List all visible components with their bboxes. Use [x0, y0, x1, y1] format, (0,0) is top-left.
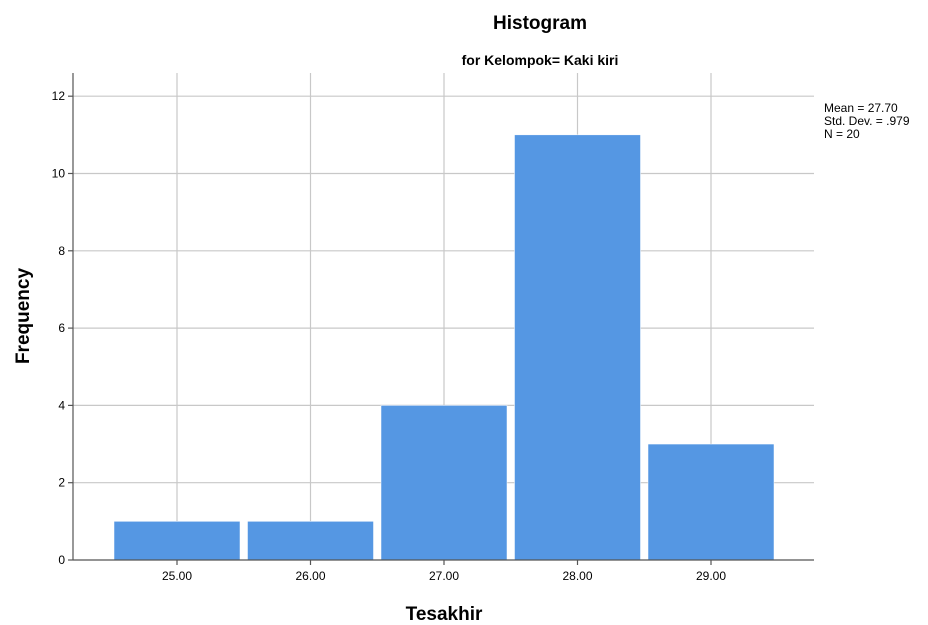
y-tick-label: 8: [58, 244, 65, 258]
y-tick-label: 0: [58, 553, 65, 567]
y-axis-title: Frequency: [13, 268, 34, 365]
bar-29.00: [647, 443, 775, 561]
x-tick-label: 27.00: [429, 569, 459, 583]
x-tick-label: 25.00: [162, 569, 192, 583]
y-tick-label: 10: [52, 166, 66, 180]
x-tick-label: 29.00: [696, 569, 726, 583]
y-tick-label: 2: [58, 476, 65, 490]
x-tick-label: 26.00: [295, 569, 325, 583]
bar-26.00: [247, 521, 374, 561]
x-tick-label: 28.00: [562, 569, 592, 583]
y-tick-label: 12: [52, 89, 66, 103]
stats-n: N = 20: [824, 127, 860, 141]
bar-27.00: [380, 405, 508, 561]
y-tick-labels: 0 2 4 6 8 10 12: [52, 89, 66, 567]
axes-group: [68, 73, 814, 565]
y-tick-label: 4: [58, 398, 65, 412]
bars-group: [113, 134, 775, 561]
chart-title: Histogram: [493, 13, 587, 34]
stats-mean: Mean = 27.70: [824, 101, 898, 115]
x-axis-title: Tesakhir: [406, 604, 483, 625]
chart-subtitle: for Kelompok= Kaki kiri: [462, 52, 619, 68]
y-tick-label: 6: [58, 321, 65, 335]
bar-25.00: [113, 521, 241, 561]
bar-28.00: [514, 134, 641, 561]
x-tick-labels: 25.00 26.00 27.00 28.00 29.00: [162, 569, 726, 583]
stats-std-dev: Std. Dev. = .979: [824, 114, 910, 128]
